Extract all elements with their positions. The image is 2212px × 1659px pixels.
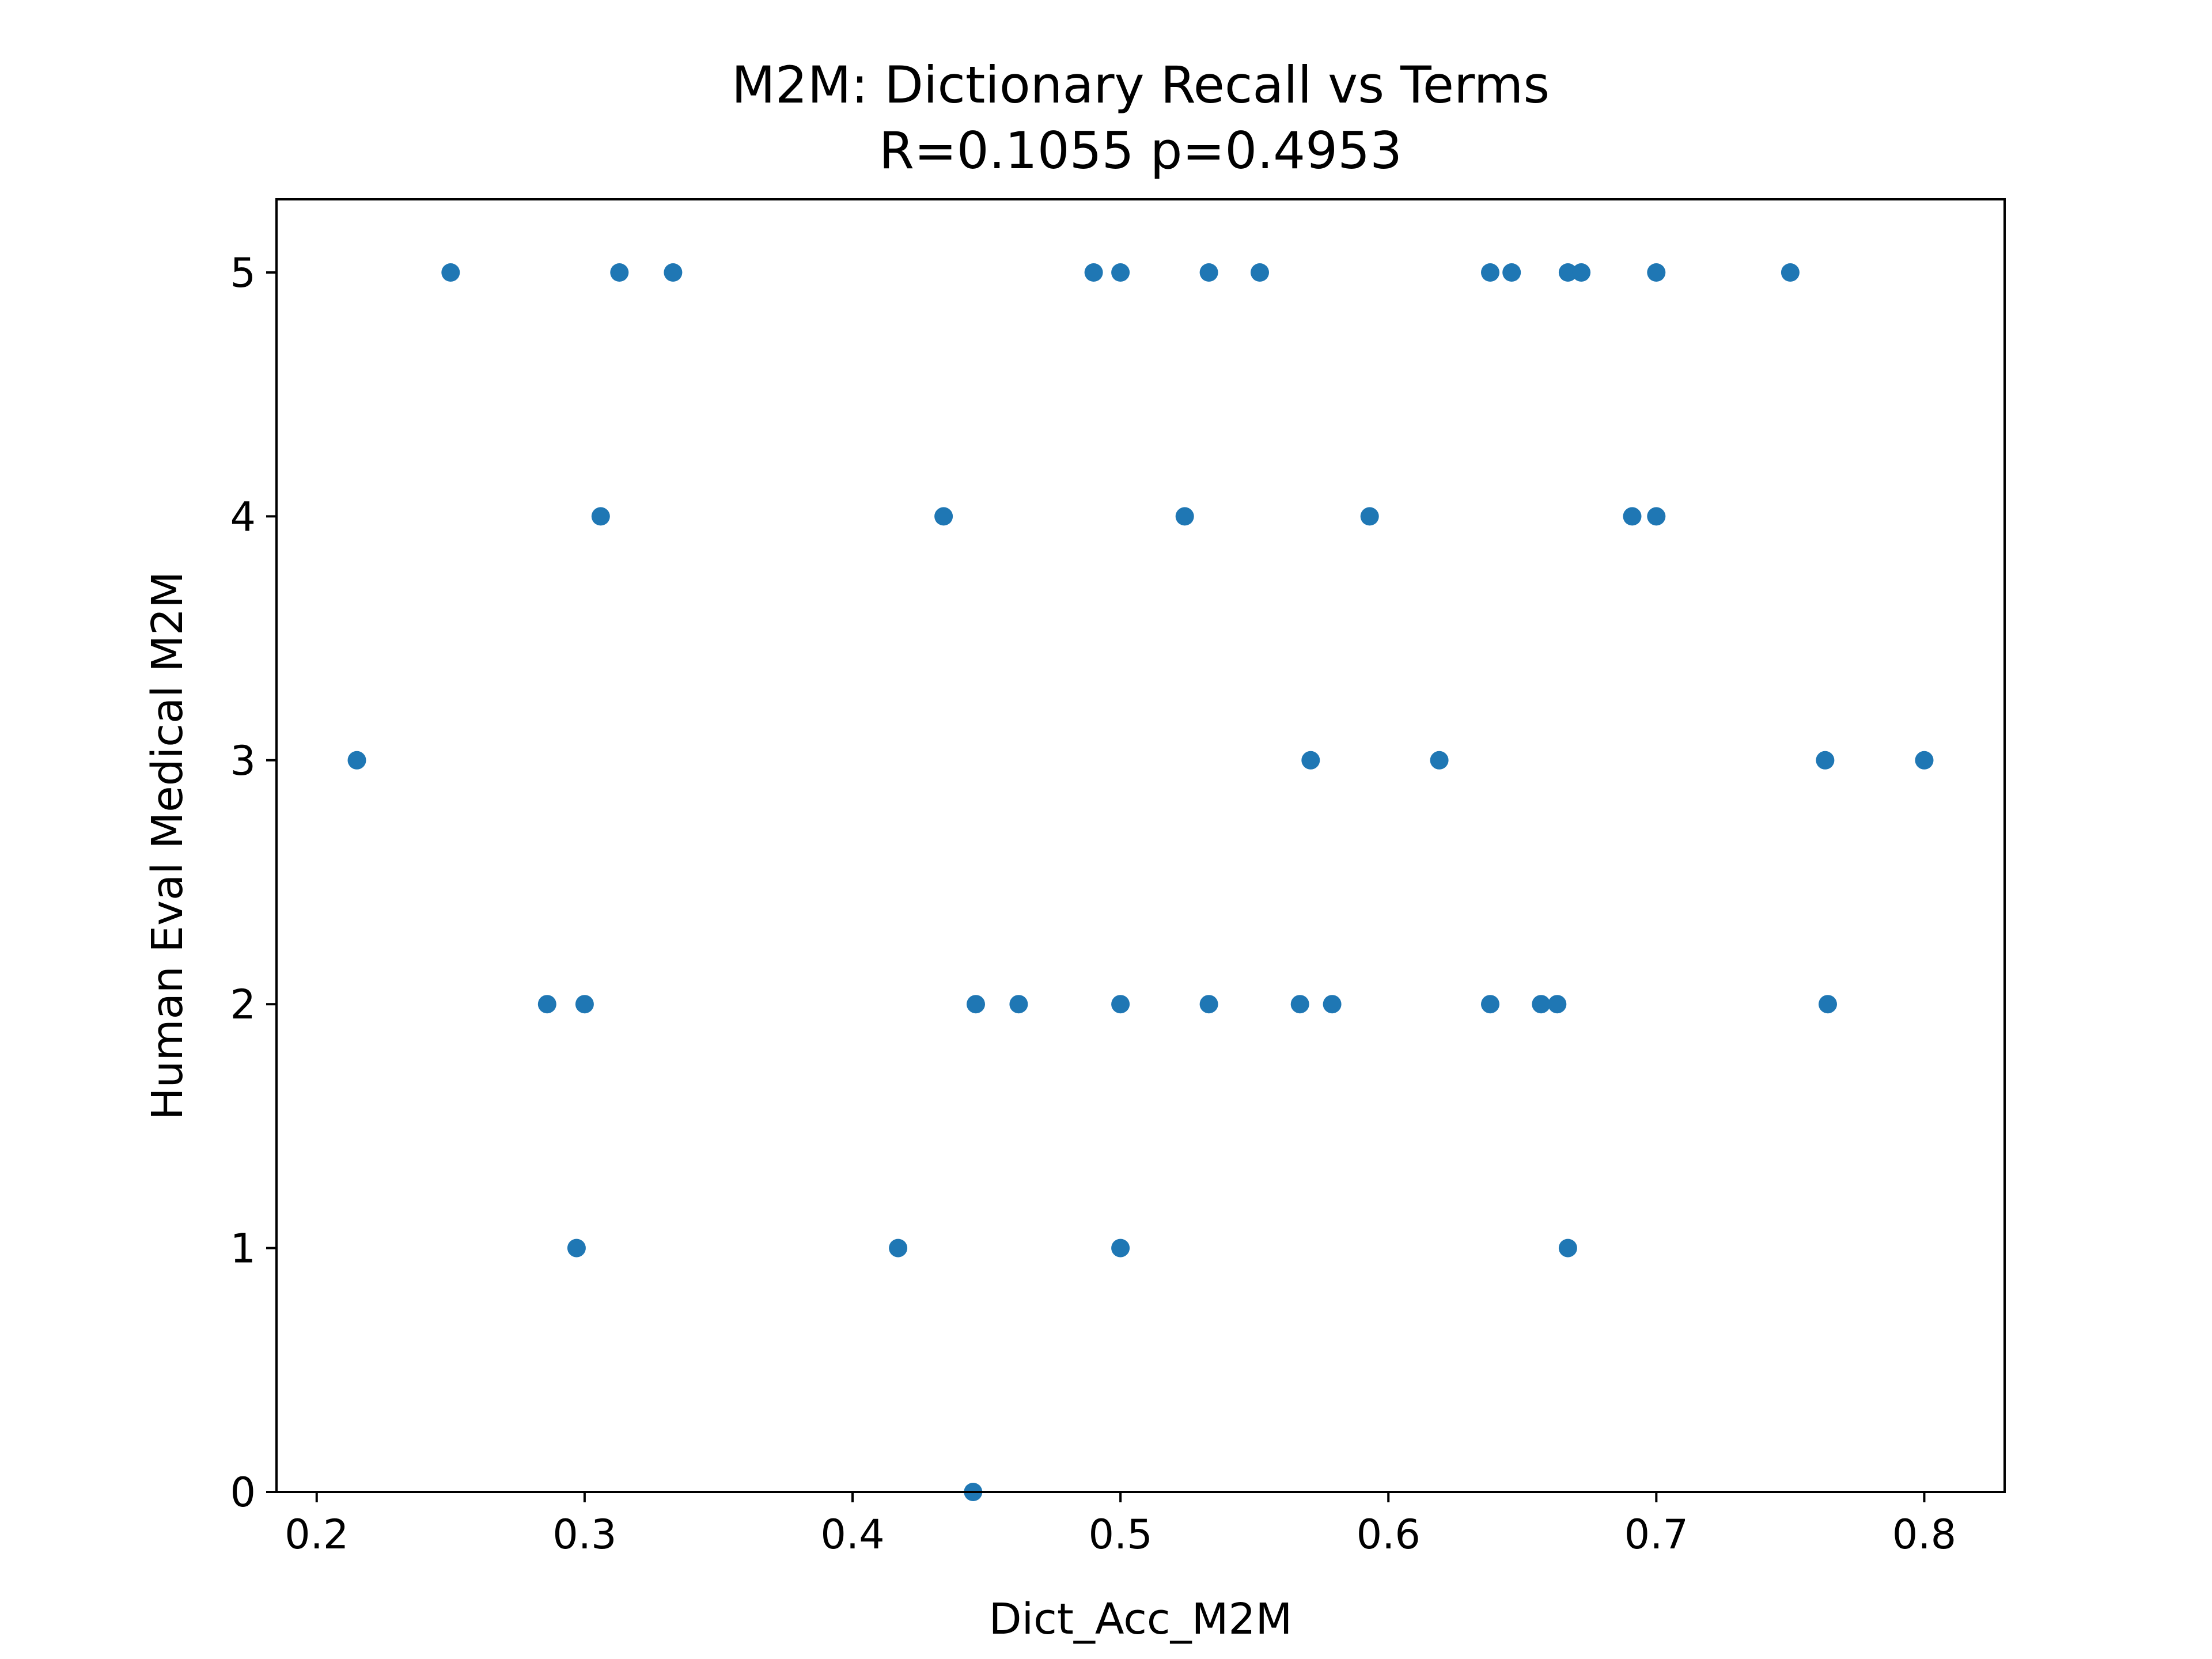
- scatter-point-5: [1199, 263, 1218, 282]
- scatter-point-8: [1502, 263, 1521, 282]
- scatter-point-10: [1572, 263, 1591, 282]
- scatter-point-29: [1199, 995, 1218, 1014]
- scatter-point-18: [1647, 507, 1666, 526]
- scatter-point-35: [1819, 995, 1837, 1014]
- scatter-point-17: [1623, 507, 1642, 526]
- y-tick-label-2: 2: [230, 981, 256, 1028]
- scatter-point-21: [1430, 751, 1449, 770]
- scatter-point-20: [1301, 751, 1320, 770]
- plot-frame: [275, 198, 2006, 1493]
- x-tick-label-6: 0.8: [1892, 1511, 1956, 1558]
- scatter-point-37: [889, 1238, 908, 1257]
- scatter-point-2: [664, 263, 683, 282]
- y-tick-label-3: 3: [230, 737, 256, 785]
- tick-marks: [266, 271, 1926, 1502]
- plot-area: [347, 263, 1934, 1501]
- scatter-point-19: [347, 751, 366, 770]
- scatter-point-6: [1251, 263, 1269, 282]
- scatter-point-13: [591, 507, 610, 526]
- scatter-point-4: [1111, 263, 1130, 282]
- scatter-point-38: [1111, 1238, 1130, 1257]
- tick-labels: 0.2 0.3 0.4 0.5 0.6 0.7 0.8 0 1 2 3 4 5: [230, 249, 1956, 1558]
- scatter-point-36: [567, 1238, 586, 1257]
- scatter-point-16: [1360, 507, 1379, 526]
- x-tick-label-2: 0.4: [820, 1511, 884, 1558]
- x-tick-label-1: 0.3: [552, 1511, 616, 1558]
- scatter-point-32: [1481, 995, 1499, 1014]
- scatter-point-3: [1084, 263, 1103, 282]
- scatter-point-9: [1558, 263, 1577, 282]
- scatter-point-11: [1647, 263, 1666, 282]
- y-tick-label-4: 4: [230, 493, 256, 540]
- scatter-point-39: [1558, 1238, 1577, 1257]
- scatter-point-31: [1323, 995, 1342, 1014]
- scatter-point-33: [1532, 995, 1551, 1014]
- scatter-point-34: [1548, 995, 1567, 1014]
- scatter-point-23: [1915, 751, 1934, 770]
- scatter-point-28: [1111, 995, 1130, 1014]
- scatter-point-27: [1009, 995, 1028, 1014]
- scatter-point-25: [575, 995, 594, 1014]
- chart-title: M2M: Dictionary Recall vs Terms: [732, 55, 1550, 115]
- scatter-point-12: [1781, 263, 1800, 282]
- x-tick-label-4: 0.6: [1357, 1511, 1421, 1558]
- scatter-point-15: [1175, 507, 1194, 526]
- x-axis-label: Dict_Acc_M2M: [989, 1594, 1293, 1644]
- chart-subtitle: R=0.1055 p=0.4953: [879, 121, 1402, 180]
- y-axis-label: Human Eval Medical M2M: [143, 571, 192, 1120]
- scatter-point-7: [1481, 263, 1499, 282]
- x-tick-label-0: 0.2: [285, 1511, 349, 1558]
- y-tick-label-0: 0: [230, 1469, 256, 1516]
- scatter-point-0: [441, 263, 460, 282]
- scatter-point-22: [1816, 751, 1835, 770]
- x-tick-label-3: 0.5: [1088, 1511, 1152, 1558]
- scatter-point-14: [934, 507, 953, 526]
- y-tick-label-1: 1: [230, 1225, 256, 1272]
- scatter-point-1: [610, 263, 629, 282]
- x-tick-label-5: 0.7: [1624, 1511, 1688, 1558]
- scatter-point-24: [537, 995, 556, 1014]
- scatter-point-26: [967, 995, 985, 1014]
- y-tick-label-5: 5: [230, 249, 256, 297]
- scatter-point-30: [1290, 995, 1309, 1014]
